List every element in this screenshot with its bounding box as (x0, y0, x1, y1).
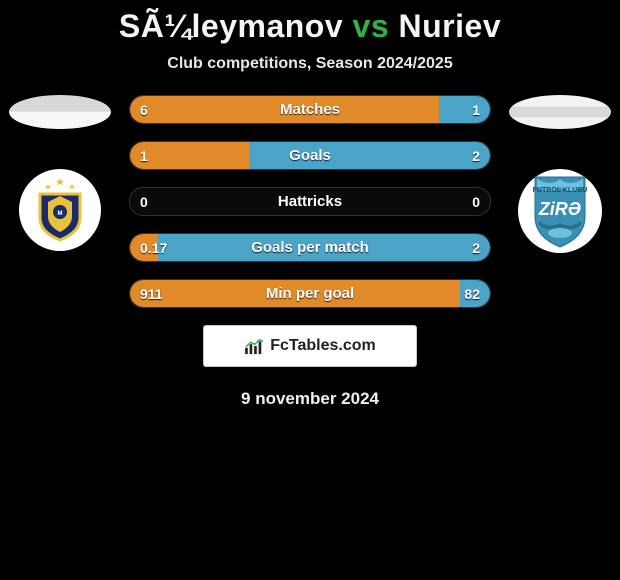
comparison-content: M FUTBOL KLUBU ZiRƏ 61Matches 12Goals 00Ha… (0, 95, 620, 409)
player1-name: SÃ¼leymanov (119, 8, 343, 44)
svg-text:M: M (58, 211, 63, 217)
player2-name: Nuriev (399, 8, 502, 44)
chart-icon (244, 337, 266, 355)
vs-text: vs (353, 8, 390, 44)
club-crest-left: M (19, 169, 101, 251)
stat-row: 61Matches (129, 95, 491, 124)
flag-icon (509, 95, 611, 129)
brand-text: FcTables.com (270, 337, 376, 355)
brand-badge[interactable]: FcTables.com (203, 325, 417, 367)
comparison-title: SÃ¼leymanov vs Nuriev (0, 8, 620, 45)
stat-row: 12Goals (129, 141, 491, 170)
stat-row: 00Hattricks (129, 187, 491, 216)
flag-icon (9, 95, 111, 129)
right-column: FUTBOL KLUBU ZiRƏ (500, 87, 620, 253)
subtitle: Club competitions, Season 2024/2025 (0, 55, 620, 73)
stat-label: Hattricks (130, 188, 490, 215)
stat-label: Matches (130, 96, 490, 123)
stat-label: Min per goal (130, 280, 490, 307)
stat-label: Goals (130, 142, 490, 169)
stat-row: 91182Min per goal (129, 279, 491, 308)
stat-row: 0.172Goals per match (129, 233, 491, 262)
shield-icon: FUTBOL KLUBU ZiRƏ (525, 173, 595, 249)
svg-text:FUTBOL KLUBU: FUTBOL KLUBU (533, 187, 588, 194)
stat-label: Goals per match (130, 234, 490, 261)
date-text: 9 november 2024 (0, 389, 620, 409)
stat-rows: 61Matches 12Goals 00Hattricks 0.172Goals pe… (129, 95, 491, 308)
club-crest-right: FUTBOL KLUBU ZiRƏ (518, 169, 602, 253)
svg-text:ZiRƏ: ZiRƏ (538, 199, 581, 219)
left-column: M (0, 87, 120, 251)
shield-icon: M (26, 176, 94, 244)
